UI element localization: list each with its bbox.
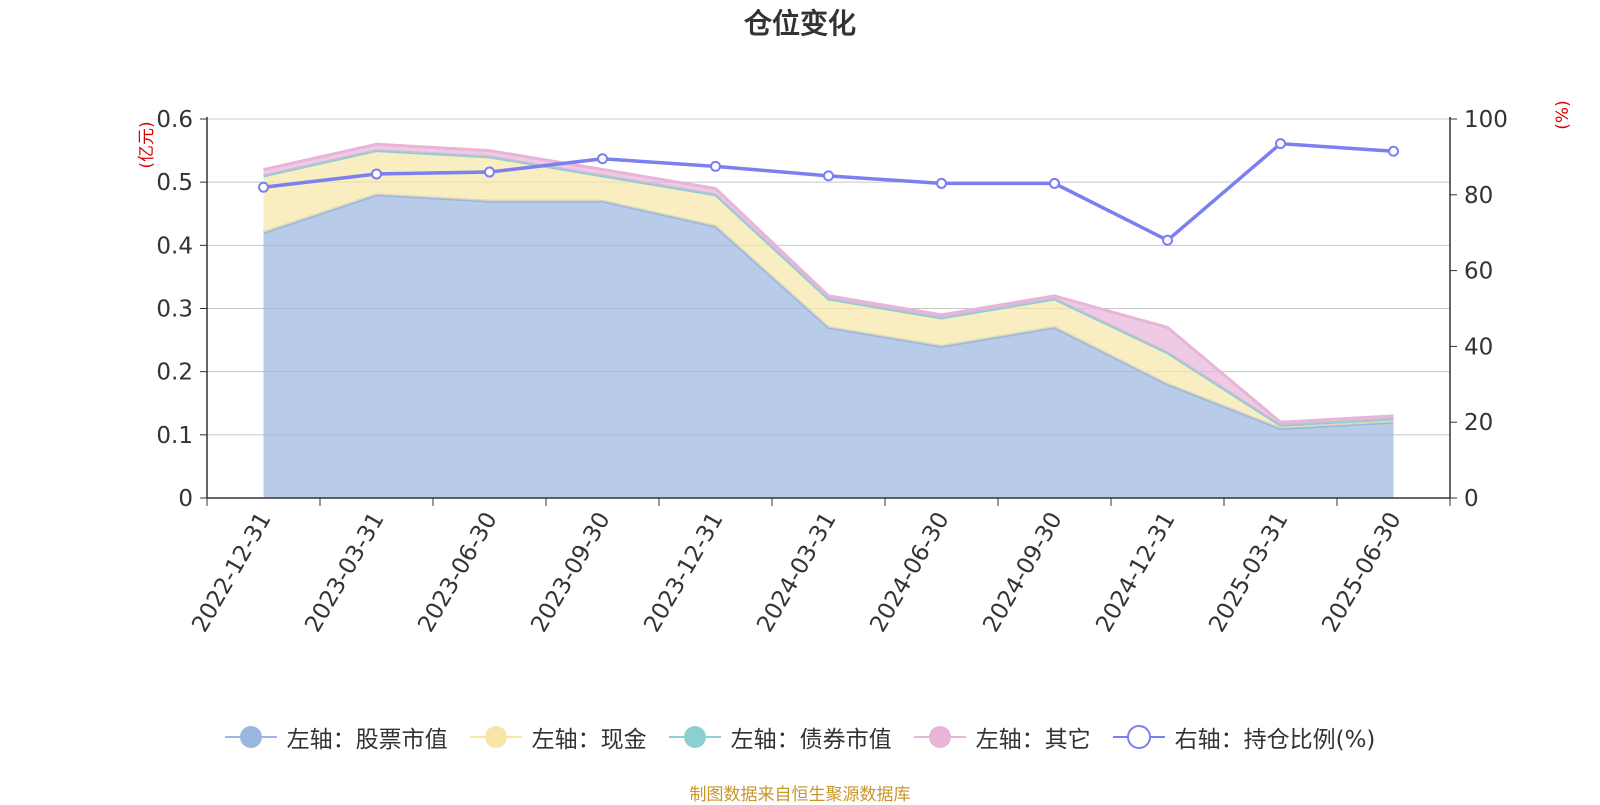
x-axis-tick-label: 2024-03-31 — [752, 508, 841, 637]
legend-item-cash[interactable]: 左轴：现金 — [469, 720, 647, 754]
position-change-chart: 0 0.1 0.2 0.3 0.4 0.5 0.6 0 20 40 60 80 100 2022-12-3… — [137, 100, 1573, 637]
left-axis-tick-label: 0.2 — [156, 360, 193, 386]
legend-label-position-ratio: 右轴：持仓比例(%) — [1174, 727, 1376, 753]
legend-item-stock-value[interactable]: 左轴：股票市值 — [224, 720, 448, 754]
position-ratio-point — [1049, 177, 1060, 189]
left-axis-unit-label: (亿元) — [137, 121, 157, 168]
left-axis-tick-label: 0 — [178, 486, 193, 512]
position-ratio-point — [258, 181, 269, 193]
stacked-areas — [263, 142, 1394, 499]
position-ratio-point — [823, 170, 834, 182]
legend-swatch-other — [913, 726, 966, 748]
legend-swatch-cash — [469, 726, 522, 748]
x-axis-tick-label: 2023-03-31 — [300, 508, 389, 637]
position-ratio-point — [597, 153, 608, 165]
legend-swatch-position-ratio — [1112, 725, 1165, 749]
position-ratio-point — [1275, 138, 1286, 150]
legend-label-other: 左轴：其它 — [975, 727, 1091, 753]
chart-legend: 左轴：股票市值 左轴：现金 左轴：债券市值 左轴：其它 右轴：持仓比例(%) — [0, 720, 1600, 754]
legend-label-stock-value: 左轴：股票市值 — [286, 727, 448, 753]
left-axis-tick-label: 0.4 — [156, 233, 193, 259]
position-ratio-point — [371, 168, 382, 180]
right-axis-unit-label: (%) — [1553, 100, 1573, 129]
x-axis-tick-label: 2025-06-30 — [1317, 508, 1406, 637]
x-axis-tick-label: 2023-12-31 — [639, 508, 728, 637]
ratio-line — [258, 138, 1399, 246]
position-ratio-point — [936, 177, 947, 189]
x-axis-tick-label: 2024-12-31 — [1091, 508, 1180, 637]
x-axis-tick-label: 2023-09-30 — [526, 508, 615, 637]
right-axis-tick-label: 20 — [1464, 410, 1493, 436]
left-axis-tick-label: 0.3 — [156, 297, 193, 323]
right-axis-tick-label: 0 — [1464, 486, 1479, 512]
x-axis-tick-label: 2022-12-31 — [187, 508, 276, 637]
data-source-note: 制图数据来自恒生聚源数据库 — [689, 785, 911, 805]
x-axis-tick-label: 2023-06-30 — [413, 508, 502, 637]
x-axis-tick-label: 2025-03-31 — [1204, 508, 1293, 637]
area-0 — [263, 194, 1394, 499]
legend-item-position-ratio[interactable]: 右轴：持仓比例(%) — [1112, 720, 1376, 754]
legend-label-cash: 左轴：现金 — [531, 727, 647, 753]
right-axis-tick-label: 100 — [1464, 107, 1508, 133]
position-ratio-point — [484, 166, 495, 178]
legend-item-other[interactable]: 左轴：其它 — [913, 720, 1091, 754]
legend-swatch-bond-value — [668, 726, 721, 748]
right-axis-tick-label: 60 — [1464, 259, 1493, 285]
left-axis-tick-label: 0.1 — [156, 423, 193, 449]
right-axis-tick-label: 80 — [1464, 183, 1493, 209]
position-ratio-point — [1162, 234, 1173, 246]
left-axis-tick-label: 0.5 — [156, 170, 193, 196]
x-axis-tick-label: 2024-09-30 — [978, 508, 1067, 637]
position-ratio-point — [1388, 145, 1399, 157]
x-axis-tick-label: 2024-06-30 — [865, 508, 954, 637]
legend-item-bond-value[interactable]: 左轴：债券市值 — [668, 720, 892, 754]
left-axis-tick-label: 0.6 — [156, 107, 193, 133]
right-axis-tick-label: 40 — [1464, 334, 1493, 360]
position-ratio-point — [710, 160, 721, 172]
legend-label-bond-value: 左轴：债券市值 — [730, 727, 892, 753]
chart-title: 仓位变化 — [743, 7, 856, 40]
legend-swatch-stock-value — [224, 726, 277, 748]
area-edge-3 — [263, 142, 1394, 424]
